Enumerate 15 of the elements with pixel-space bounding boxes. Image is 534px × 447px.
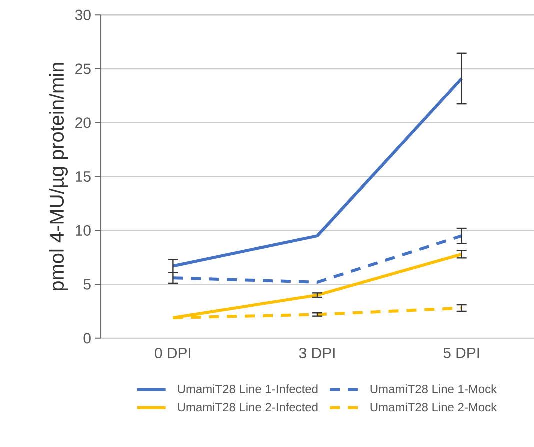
y-tick-label: 20 (76, 118, 91, 128)
legend-label: UmamiT28 Line 1-Infected (178, 384, 318, 394)
legend-label: UmamiT28 Line 2-Mock (370, 402, 498, 412)
y-tick-label: 0 (84, 333, 91, 344)
y-tick-label: 15 (76, 172, 91, 182)
x-tick-label: 5 DPI (444, 348, 480, 359)
y-tick-label: 30 (75, 10, 91, 21)
x-tick-label: 3 DPI (299, 348, 335, 359)
y-axis-title: pmol 4-MU/µg protein/min (49, 63, 68, 291)
legend-label: UmamiT28 Line 2-Infected (178, 402, 318, 412)
y-tick-label: 25 (76, 64, 91, 74)
y-tick-label: 10 (76, 226, 91, 236)
legend-label: UmamiT28 Line 1-Mock (370, 384, 498, 394)
y-tick-label: 5 (84, 279, 91, 290)
x-tick-label: 0 DPI (155, 348, 191, 359)
